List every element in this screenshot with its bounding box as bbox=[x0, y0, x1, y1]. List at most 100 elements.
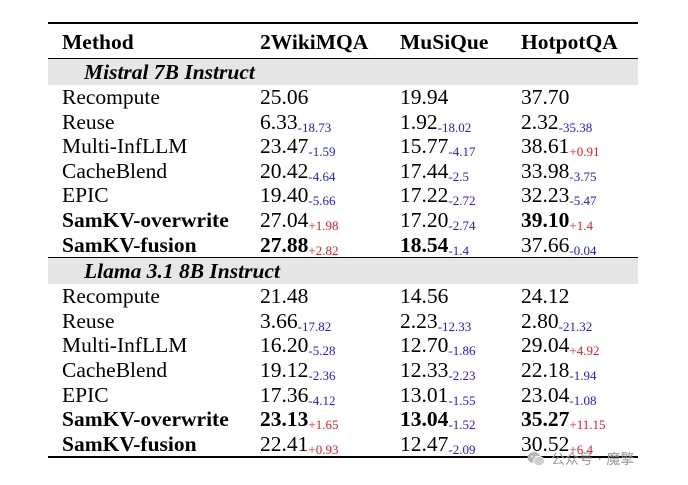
score-value: 13.04 bbox=[400, 407, 449, 432]
score-value: 32.23 bbox=[521, 183, 570, 208]
score-value: 37.66 bbox=[521, 232, 570, 257]
table-row: CacheBlend 20.42-4.64 17.44-2.5 33.98-3.75 bbox=[48, 159, 638, 184]
score-cell: 17.20-2.74 bbox=[386, 208, 507, 233]
score-value: 19.12 bbox=[260, 357, 309, 382]
wechat-icon bbox=[527, 452, 545, 466]
method-cell: Reuse bbox=[62, 308, 115, 333]
score-delta: -18.02 bbox=[437, 119, 472, 135]
score-value: 24.12 bbox=[521, 284, 570, 309]
group-title: Mistral 7B Instruct bbox=[48, 58, 638, 85]
score-delta: -2.74 bbox=[448, 217, 476, 233]
score-value: 39.10 bbox=[521, 207, 570, 232]
score-value: 27.04 bbox=[260, 207, 309, 232]
score-cell: 29.04+4.92 bbox=[507, 333, 638, 358]
score-value: 22.18 bbox=[521, 357, 570, 382]
score-delta: -1.94 bbox=[569, 367, 597, 383]
score-value: 18.54 bbox=[400, 232, 449, 257]
score-cell: 1.92-18.02 bbox=[386, 110, 507, 135]
score-value: 30.52 bbox=[521, 431, 570, 456]
score-value: 37.70 bbox=[521, 85, 570, 109]
score-value: 38.61 bbox=[521, 134, 570, 159]
score-delta: -17.82 bbox=[297, 318, 332, 334]
table-row: Reuse 3.66-17.82 2.23-12.33 2.80-21.32 bbox=[48, 309, 638, 334]
score-value: 17.20 bbox=[400, 207, 449, 232]
group-header-row: Llama 3.1 8B Instruct bbox=[48, 257, 638, 285]
score-delta: -2.09 bbox=[448, 441, 476, 457]
score-value: 14.56 bbox=[400, 284, 449, 309]
score-value: 33.98 bbox=[521, 158, 570, 183]
score-cell: 19.94 bbox=[386, 85, 507, 110]
score-delta: +1.98 bbox=[308, 217, 339, 233]
header-method: Method bbox=[62, 30, 134, 54]
score-cell: 30.52+6.4 bbox=[507, 431, 638, 459]
score-cell: 23.04-1.08 bbox=[507, 383, 638, 408]
score-cell: 21.48 bbox=[246, 284, 386, 309]
score-delta: -5.47 bbox=[569, 193, 597, 209]
score-value: 17.36 bbox=[260, 382, 309, 407]
score-delta: +1.4 bbox=[569, 217, 593, 233]
score-delta: -5.66 bbox=[308, 193, 336, 209]
score-value: 23.04 bbox=[521, 382, 570, 407]
group-header-row: Mistral 7B Instruct bbox=[48, 58, 638, 85]
table-row: SamKV-overwrite 27.04+1.98 17.20-2.74 39.10… bbox=[48, 208, 638, 233]
score-delta: -1.52 bbox=[448, 417, 476, 433]
score-delta: -35.38 bbox=[558, 119, 593, 135]
method-cell: EPIC bbox=[62, 382, 109, 407]
score-cell: 37.70 bbox=[507, 85, 638, 110]
method-cell: CacheBlend bbox=[62, 357, 168, 382]
score-cell: 13.04-1.52 bbox=[386, 407, 507, 432]
score-cell: 13.01-1.55 bbox=[386, 383, 507, 408]
method-cell: Multi-InfLLM bbox=[62, 333, 188, 358]
table-body: Mistral 7B Instruct Recompute 25.06 19.94 37… bbox=[48, 58, 638, 459]
score-cell: 2.23-12.33 bbox=[386, 309, 507, 334]
score-cell: 16.20-5.28 bbox=[246, 333, 386, 358]
score-cell: 17.22-2.72 bbox=[386, 183, 507, 208]
score-delta: -0.04 bbox=[569, 242, 597, 258]
score-cell: 17.36-4.12 bbox=[246, 383, 386, 408]
score-cell: 14.56 bbox=[386, 284, 507, 309]
score-value: 12.70 bbox=[400, 333, 449, 358]
score-delta: +0.93 bbox=[308, 441, 339, 457]
table-row: Recompute 21.48 14.56 24.12 bbox=[48, 284, 638, 309]
header-2wikimqa: 2WikiMQA bbox=[260, 30, 369, 54]
score-cell: 3.66-17.82 bbox=[246, 309, 386, 334]
score-value: 21.48 bbox=[260, 284, 309, 309]
score-cell: 32.23-5.47 bbox=[507, 183, 638, 208]
score-delta: -4.17 bbox=[448, 144, 476, 160]
table-row: Recompute 25.06 19.94 37.70 bbox=[48, 85, 638, 110]
score-cell: 12.70-1.86 bbox=[386, 333, 507, 358]
score-value: 23.13 bbox=[260, 407, 309, 432]
method-cell: CacheBlend bbox=[62, 158, 168, 183]
score-cell: 2.80-21.32 bbox=[507, 309, 638, 334]
score-delta: -1.4 bbox=[448, 242, 469, 258]
table-row: Multi-InfLLM 16.20-5.28 12.70-1.86 29.04+4.… bbox=[48, 333, 638, 358]
header-hotpotqa: HotpotQA bbox=[521, 30, 618, 54]
method-cell: SamKV-fusion bbox=[48, 431, 246, 459]
score-value: 6.33 bbox=[260, 109, 298, 134]
score-delta: -4.12 bbox=[308, 392, 336, 408]
score-value: 19.40 bbox=[260, 183, 309, 208]
score-cell: 39.10+1.4 bbox=[507, 208, 638, 233]
score-cell: 2.32-35.38 bbox=[507, 110, 638, 135]
method-cell: EPIC bbox=[62, 183, 109, 208]
method-cell: SamKV-fusion bbox=[62, 232, 197, 257]
table-row: Multi-InfLLM 23.47-1.59 15.77-4.17 38.61+0.… bbox=[48, 134, 638, 159]
score-cell: 6.33-18.73 bbox=[246, 110, 386, 135]
score-value: 2.32 bbox=[521, 109, 559, 134]
score-value: 35.27 bbox=[521, 407, 570, 432]
score-value: 29.04 bbox=[521, 333, 570, 358]
score-cell: 19.40-5.66 bbox=[246, 183, 386, 208]
score-cell: 37.66-0.04 bbox=[507, 233, 638, 258]
score-delta: +11.15 bbox=[569, 417, 606, 433]
score-value: 13.01 bbox=[400, 382, 449, 407]
method-cell: Reuse bbox=[62, 109, 115, 134]
table-row: EPIC 19.40-5.66 17.22-2.72 32.23-5.47 bbox=[48, 183, 638, 208]
score-delta: -12.33 bbox=[437, 318, 472, 334]
score-cell: 12.33-2.23 bbox=[386, 358, 507, 383]
score-value: 2.23 bbox=[400, 308, 438, 333]
method-cell: Recompute bbox=[62, 85, 160, 109]
score-cell: 19.12-2.36 bbox=[246, 358, 386, 383]
method-cell: SamKV-overwrite bbox=[62, 207, 229, 232]
table-row: EPIC 17.36-4.12 13.01-1.55 23.04-1.08 bbox=[48, 383, 638, 408]
score-value: 22.41 bbox=[260, 431, 309, 456]
